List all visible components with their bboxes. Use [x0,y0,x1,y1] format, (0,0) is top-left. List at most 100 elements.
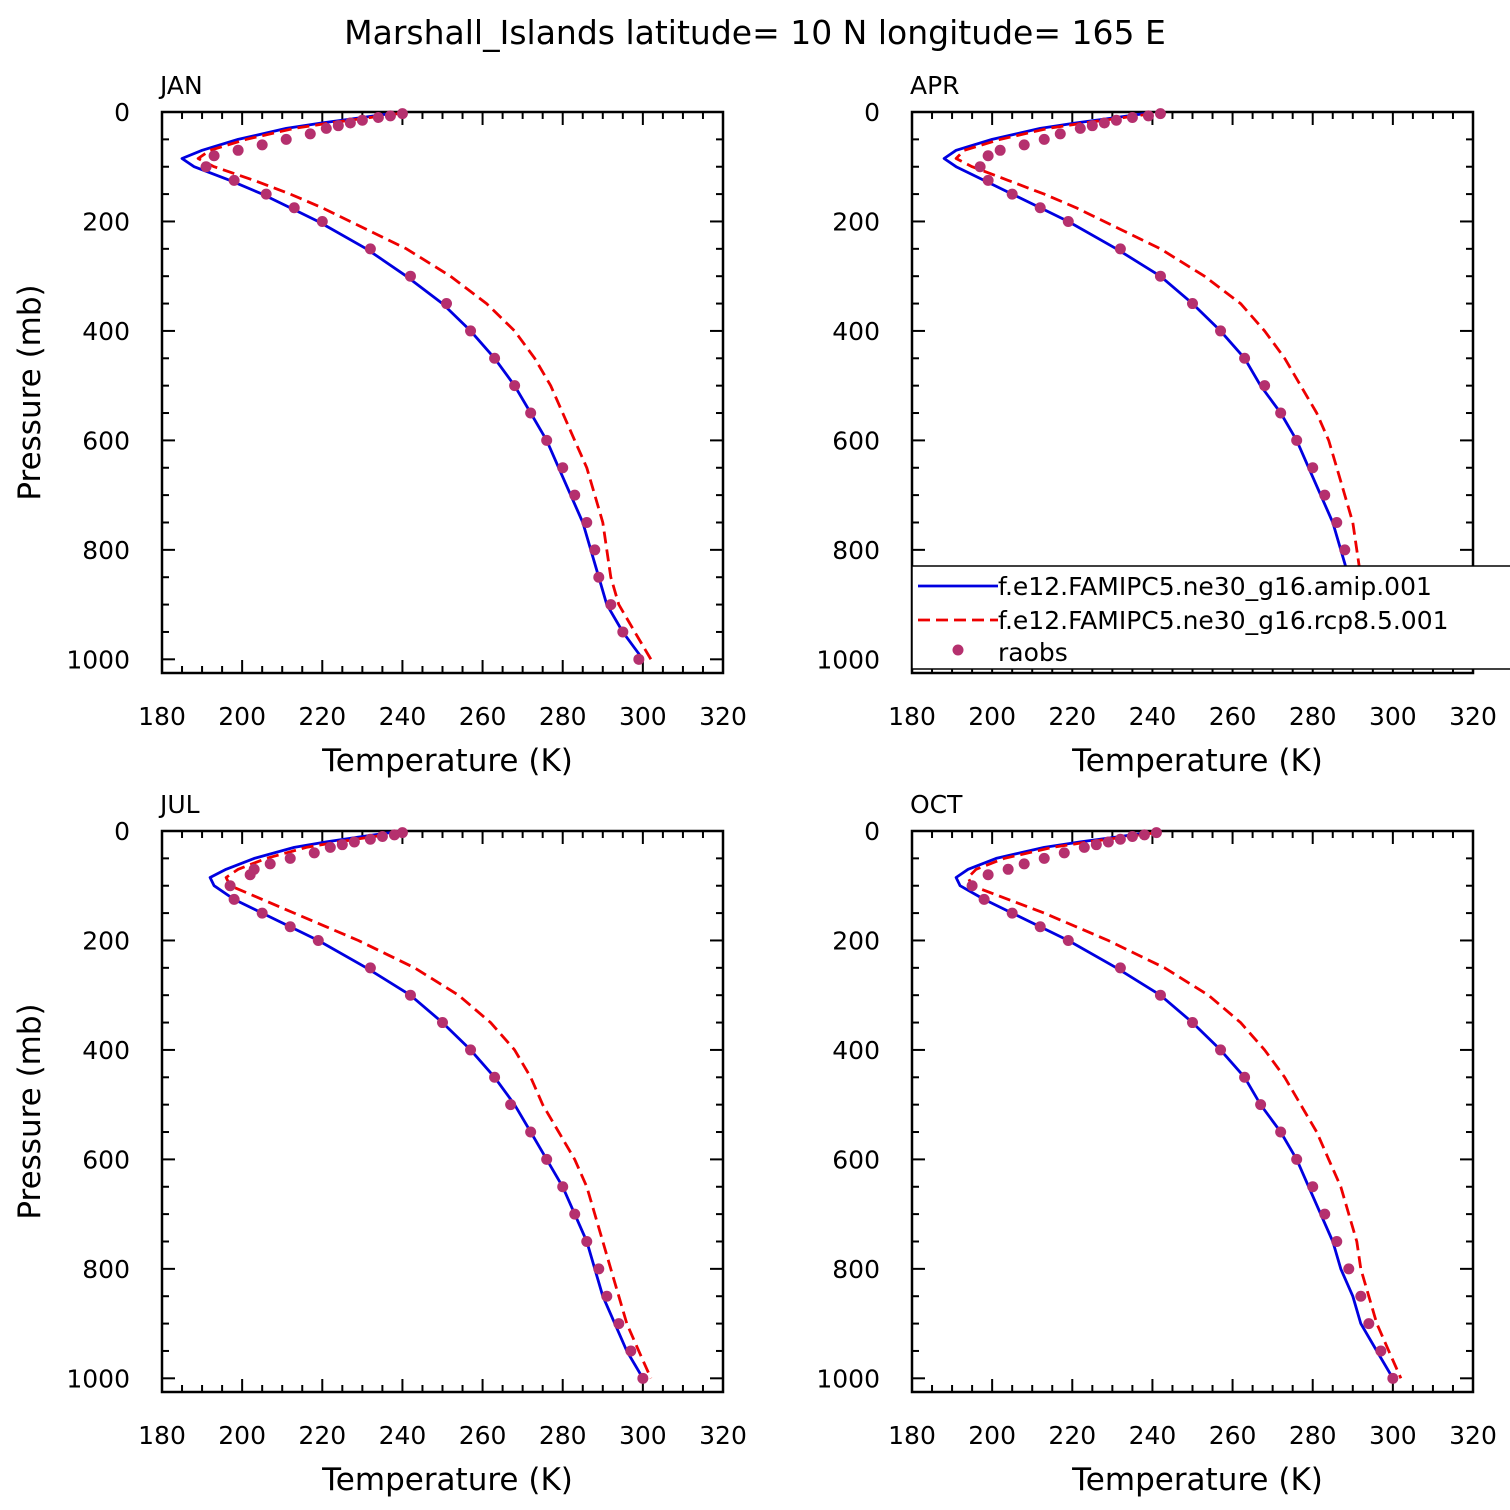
series-line-amip [954,831,1395,1380]
raobs-point [613,1318,625,1330]
x-tick-label: 280 [539,1421,587,1450]
raobs-point [312,934,324,946]
y-tick-label: 800 [832,1255,880,1284]
raobs-point [264,858,276,870]
x-tick-label: 200 [218,1421,266,1450]
x-tick-label: 180 [138,702,186,731]
raobs-point [1090,839,1102,851]
series-line-amip [942,112,1395,661]
x-tick-label: 300 [1369,1421,1417,1450]
raobs-point [200,161,212,173]
panel-label: OCT [910,790,963,819]
raobs-point [1038,133,1050,145]
x-tick-label: 260 [459,702,507,731]
raobs-point [1018,139,1030,151]
y-axis-label: Pressure (mb) [12,1003,48,1219]
raobs-point [601,1290,613,1302]
series-line-amip [180,112,645,661]
x-axis-label: Temperature (K) [321,1462,573,1498]
raobs-point [978,893,990,905]
raobs-point [372,111,384,123]
raobs-point [396,108,408,120]
raobs-point [1215,1044,1227,1056]
raobs-point [605,599,617,611]
raobs-point [1154,270,1166,282]
raobs-point [1142,110,1154,122]
raobs-point [589,544,601,556]
raobs-point [1006,907,1018,919]
x-tick-label: 200 [968,1421,1016,1450]
raobs-point [569,1208,581,1220]
x-tick-label: 220 [1048,702,1096,731]
raobs-point [224,880,236,892]
plot-frame [160,829,725,1394]
panel-jul: JUL 180 200 220 240 260 280 300 320 0 200 400 600 800… [12,790,747,1498]
x-tick-label: 240 [379,1421,427,1450]
raobs-point [581,1235,593,1247]
raobs-point [1187,1017,1198,1029]
y-tick-label: 600 [832,1145,880,1174]
raobs-point [376,830,388,842]
x-tick-label: 180 [138,1421,186,1450]
raobs-point [525,407,537,419]
y-tick-label: 200 [832,207,880,236]
series-raobs [966,827,1399,1384]
raobs-point [1062,215,1074,227]
y-tick-label: 1000 [66,1364,130,1393]
plot-frame [910,829,1475,1394]
raobs-point [966,880,978,892]
series-raobs [224,827,649,1384]
y-tick-label: 1000 [816,1364,880,1393]
x-tick-label: 220 [298,702,346,731]
x-tick-label: 280 [1289,1421,1337,1450]
raobs-point [1307,462,1319,474]
raobs-point [336,839,348,851]
raobs-point [1062,934,1074,946]
x-tick-label: 300 [619,1421,667,1450]
y-tick-label: 1000 [66,645,130,674]
raobs-point [1078,841,1090,853]
raobs-point [280,133,292,145]
raobs-point [1319,1208,1331,1220]
raobs-point [593,571,605,583]
x-tick-label: 220 [298,1421,346,1450]
x-tick-label: 200 [218,702,266,731]
x-tick-label: 200 [968,702,1016,731]
raobs-point [364,243,376,255]
series-line-rcp85 [966,831,1403,1379]
raobs-point [1255,1099,1267,1111]
raobs-point [356,114,368,126]
series-line-rcp85 [954,112,1403,661]
raobs-point [1187,298,1198,310]
y-tick-label: 800 [832,536,880,565]
raobs-point [1034,921,1046,933]
y-tick-label: 0 [114,817,130,846]
raobs-point [284,921,296,933]
x-tick-label: 320 [1449,1421,1497,1450]
x-tick-label: 260 [1209,1421,1257,1450]
raobs-point [228,174,240,186]
raobs-point [1343,1263,1355,1275]
raobs-point [1126,830,1138,842]
raobs-point [260,188,272,200]
legend-marker-raobs [952,644,964,656]
raobs-point [1319,489,1331,501]
raobs-point [633,653,645,665]
raobs-point [244,869,256,881]
raobs-point [316,215,328,227]
x-tick-label: 280 [539,702,587,731]
raobs-point [348,836,360,848]
raobs-point [1215,325,1227,337]
raobs-point [1126,111,1138,123]
raobs-point [437,1017,448,1029]
y-tick-label: 400 [832,1036,880,1065]
figure-title: Marshall_Islands latitude= 10 N longitud… [344,13,1166,52]
raobs-point [489,352,501,364]
raobs-point [1307,1181,1319,1193]
raobs-point [1331,516,1343,528]
y-tick-label: 1000 [816,645,880,674]
y-tick-label: 0 [864,98,880,127]
raobs-point [982,869,994,881]
raobs-point [489,1071,501,1083]
raobs-point [1239,1071,1251,1083]
